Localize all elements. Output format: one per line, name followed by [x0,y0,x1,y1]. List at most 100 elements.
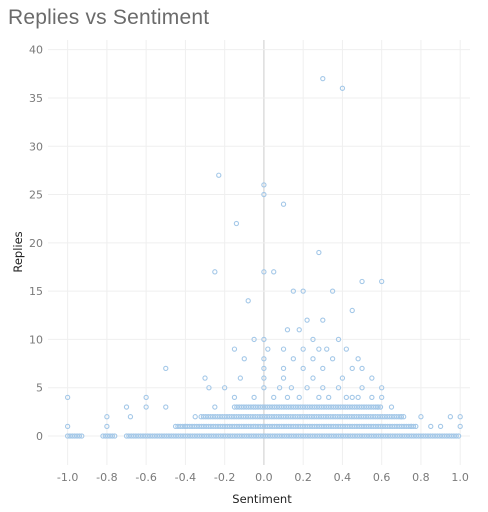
data-point [343,346,349,352]
data-point [369,375,375,381]
data-point [261,269,267,275]
x-tick-label: 0.4 [334,471,352,484]
data-point [410,423,417,430]
data-point [261,182,267,188]
data-point [261,336,267,343]
data-point [265,346,271,352]
data-point [320,385,326,391]
x-tick-label: 0.0 [255,471,273,484]
data-point [329,356,336,362]
data-point [437,423,444,430]
data-point [261,365,267,372]
data-point [335,385,342,391]
y-axis-title: Replies [11,231,25,272]
data-point [280,346,287,352]
data-point [237,375,244,381]
data-point [377,404,384,410]
data-point [280,375,287,381]
data-point [212,404,218,410]
data-point [453,433,459,439]
grid-layer [48,40,470,465]
data-point [398,414,404,420]
data-point [316,346,322,352]
data-point [296,394,302,401]
data-point [339,375,346,381]
data-point [143,394,149,401]
x-tick-label: -0.4 [175,471,196,484]
data-point [284,394,291,401]
tick-labels: -1.0 -0.8 -0.6 -0.4 -0.2 0.0 0.2 0.4 0.6 0.8 1.0 0 5… [29,44,469,484]
data-point [304,385,310,391]
data-point [64,394,71,401]
data-point [109,433,116,439]
x-tick-label: -0.8 [96,471,117,484]
points-layer [64,75,463,439]
data-point [206,385,212,391]
data-point [455,433,462,439]
x-tick-label: -1.0 [57,471,78,484]
x-tick-label: 1.0 [451,471,469,484]
data-point [271,394,277,401]
data-point [127,414,134,420]
x-tick-label: -0.6 [135,471,156,484]
data-point [447,414,454,420]
data-point [408,423,414,430]
data-point [349,307,355,314]
data-point [326,394,332,401]
data-point [163,404,169,410]
data-point [355,394,361,401]
data-point [335,336,342,343]
x-tick-label: 0.6 [373,471,391,484]
y-tick-label: 35 [29,92,43,105]
data-point [300,365,306,372]
y-tick-label: 30 [29,140,43,153]
data-point [216,172,222,178]
data-point [251,336,257,343]
data-point [310,336,316,343]
data-point [231,394,238,401]
data-point [288,385,295,391]
data-point [359,365,365,372]
data-point [280,201,287,207]
data-point [271,269,277,275]
data-point [320,75,326,82]
data-point [222,385,228,391]
data-point [276,385,283,391]
data-point [143,404,149,410]
data-point [112,433,118,439]
data-point [339,85,346,91]
data-point [375,404,381,410]
data-point [300,346,306,352]
data-point [280,365,287,372]
data-point [251,394,257,401]
x-tick-label: 0.2 [294,471,312,484]
data-point [212,269,218,275]
data-point [316,394,322,401]
data-point [300,288,306,294]
data-point [304,317,310,323]
data-point [457,414,463,420]
y-tick-label: 5 [36,382,43,395]
y-tick-label: 25 [29,189,43,202]
y-tick-label: 15 [29,285,43,298]
data-point [388,404,395,410]
data-point [182,423,189,430]
data-point [359,278,365,285]
data-point [379,394,385,401]
data-point [316,249,322,256]
data-point [233,220,240,227]
data-point [310,375,316,381]
data-point [241,356,247,362]
data-point [163,365,169,372]
data-point [290,356,296,362]
data-point [320,317,326,323]
chart-title: Replies vs Sentiment [8,6,210,29]
data-point [329,288,336,294]
data-point [379,385,385,391]
data-point [349,394,355,401]
data-point [202,375,208,381]
data-point [418,414,424,420]
x-tick-label: -0.2 [214,471,235,484]
data-point [261,375,267,381]
